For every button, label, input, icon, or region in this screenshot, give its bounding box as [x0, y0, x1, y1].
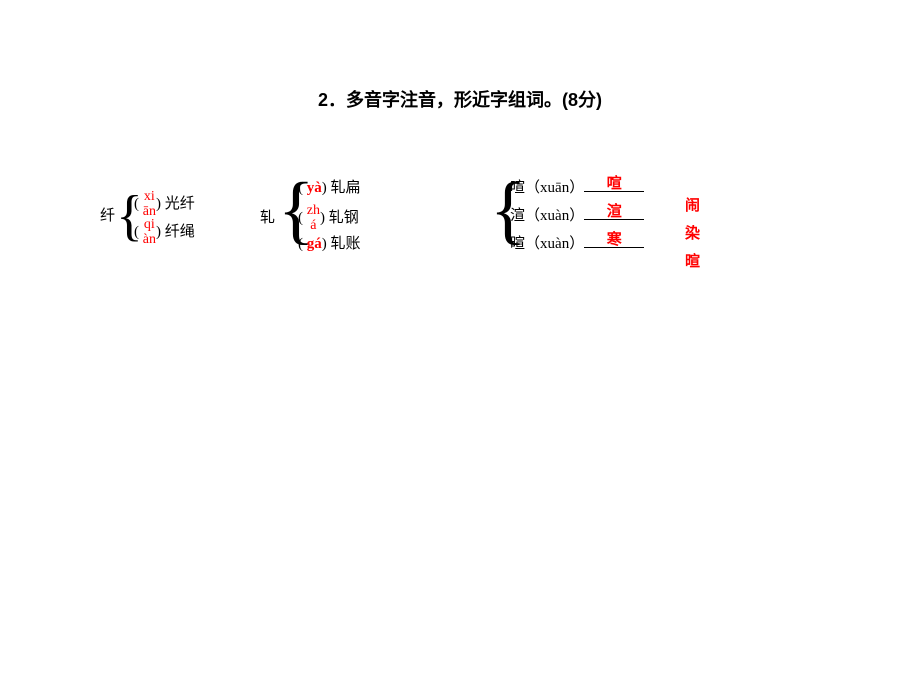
- word-2-3: 轧账: [331, 236, 361, 252]
- word-1-2: 纤绳: [165, 224, 195, 240]
- pinyin-2-1: yà: [307, 180, 322, 196]
- row-1-2: ( qiàn) 纤绳: [134, 218, 195, 246]
- page-title: 2．多音字注音，形近字组词。(8分): [0, 86, 920, 112]
- py-3-1: xuān: [540, 180, 569, 196]
- word-2-1: 轧扁: [331, 180, 361, 196]
- py-3-2: xuàn: [540, 208, 569, 224]
- lead-char-2: 轧: [260, 206, 275, 227]
- pinyin-1-2: qiàn: [143, 218, 156, 247]
- pinyin-2-3: gá: [307, 236, 322, 252]
- ans-3-2-bot: 染: [685, 222, 700, 243]
- row-2-3: ( gá) 轧账: [298, 232, 361, 260]
- row-2-2: ( zhá) 轧钢: [298, 204, 361, 232]
- blank-3-3: 寒: [584, 247, 644, 248]
- pinyin-2-2: zhá: [307, 204, 320, 233]
- pinyin-1-1: xiān: [143, 190, 156, 219]
- blank-3-1: 喧: [584, 191, 644, 192]
- py-3-3: xuàn: [540, 236, 569, 252]
- word-2-2: 轧钢: [329, 210, 359, 226]
- ans-3-3-bot: 暄: [685, 250, 700, 271]
- char-3-3: 暄: [510, 236, 525, 252]
- char-3-1: 喧: [510, 180, 525, 196]
- row-3-3: 暄（xuàn）寒 暄: [510, 232, 644, 260]
- char-3-2: 渲: [510, 208, 525, 224]
- row-2-1: ( yà) 轧扁: [298, 176, 361, 204]
- word-1-1: 光纤: [165, 196, 195, 212]
- lead-char-1: 纤: [100, 204, 115, 225]
- ans-3-1-bot: 闹: [685, 194, 700, 215]
- row-1-1: ( xiān) 光纤: [134, 190, 195, 218]
- blank-3-2: 渲: [584, 219, 644, 220]
